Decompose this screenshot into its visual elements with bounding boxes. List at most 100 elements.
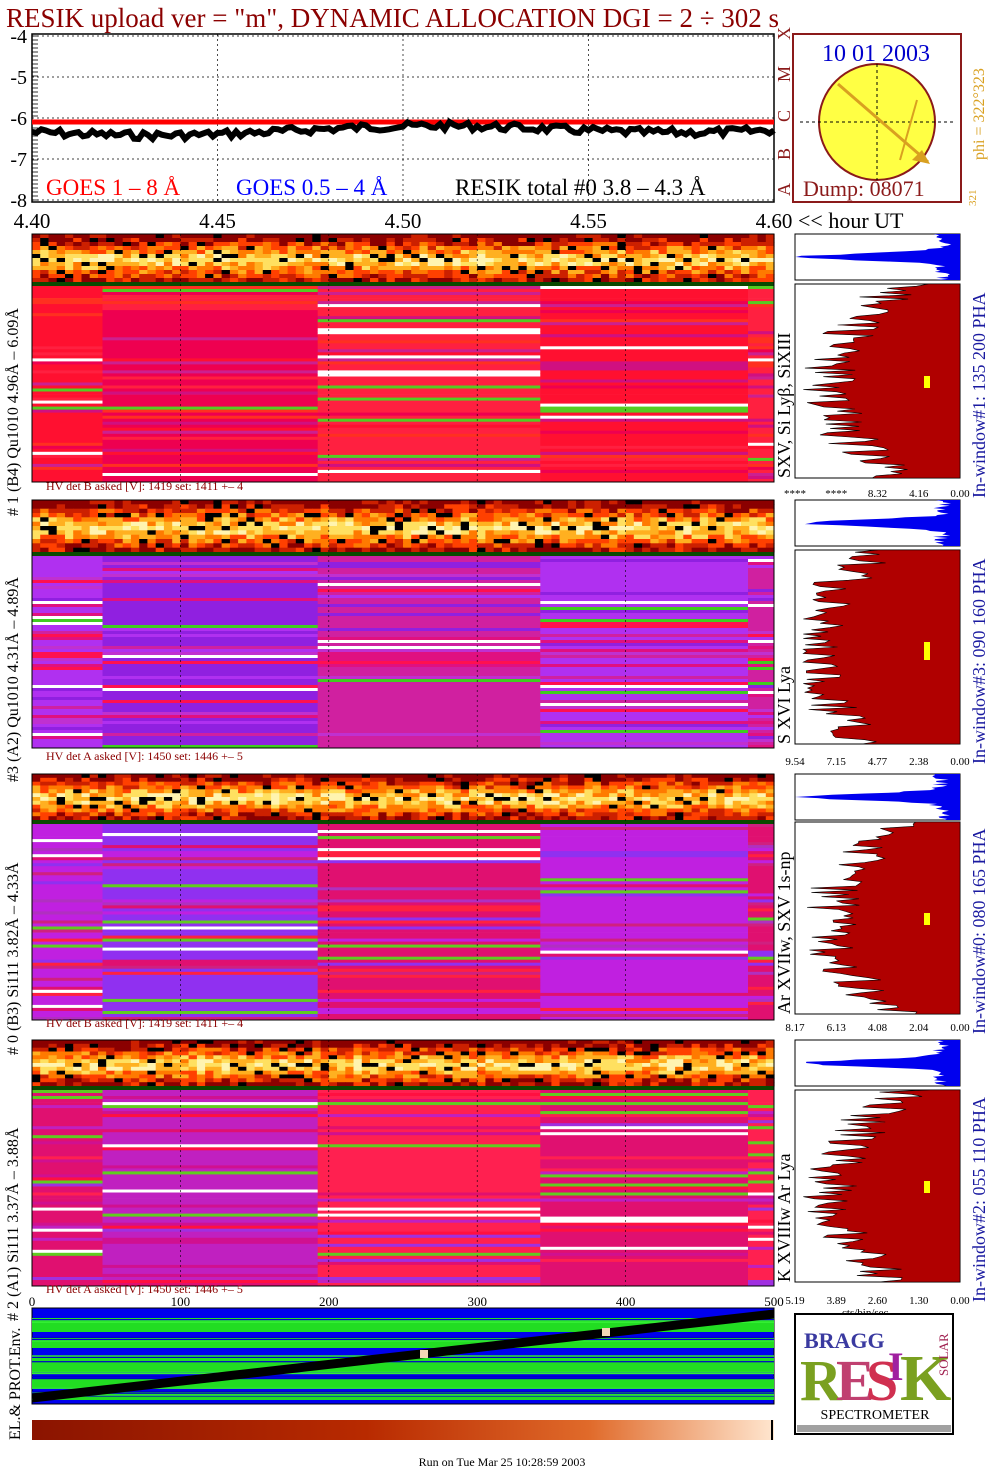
heatmap-cell (642, 521, 651, 527)
heatmap-cell (592, 543, 602, 549)
heatmap-cell (452, 789, 462, 794)
heatmap-cell (139, 774, 148, 779)
heatmap-cell (106, 242, 115, 247)
heatmap-cell (757, 1043, 767, 1049)
heatmap-cell (106, 500, 115, 505)
heatmap-cell (139, 508, 148, 514)
heatmap-cell (48, 238, 58, 243)
heatmap-cell (221, 530, 231, 536)
heatmap-cell (271, 238, 280, 243)
heatmap-cell (567, 804, 577, 809)
spectrogram-row (748, 601, 775, 605)
heatmap-cell (716, 793, 726, 798)
heatmap-cell (262, 270, 272, 275)
spectrogram-row (748, 376, 775, 380)
spectrogram-row (317, 941, 541, 945)
spectrogram-row (32, 727, 103, 731)
spectrogram-row (317, 400, 541, 404)
spectrogram-row (32, 637, 103, 641)
heatmap-cell (658, 513, 668, 518)
heatmap-cell (732, 254, 742, 259)
heatmap-cell (106, 1063, 115, 1068)
spectrogram-row (102, 839, 319, 843)
spectrogram-row (32, 664, 103, 668)
heatmap-cell (287, 266, 297, 271)
heatmap-cell (699, 508, 709, 514)
heatmap-cell (403, 808, 412, 813)
heatmap-cell (271, 262, 280, 267)
heatmap-cell (246, 777, 256, 783)
spectrogram-row (102, 694, 319, 698)
spectrogram-row (317, 875, 541, 879)
heatmap-cell (724, 254, 734, 259)
heatmap-cell (501, 774, 511, 779)
heatmap-cell (534, 1043, 544, 1049)
heatmap-cell (469, 517, 478, 523)
heatmap-cell (666, 521, 676, 527)
heatmap-cell (609, 547, 618, 553)
heatmap-cell (271, 543, 280, 549)
heatmap-cell (40, 254, 49, 259)
heatmap-cell (609, 262, 618, 267)
heatmap-cell (262, 262, 272, 267)
heatmap-cell (419, 800, 429, 806)
spectrogram-row (540, 349, 749, 353)
spectrogram-row (540, 625, 749, 629)
heatmap-cell (287, 534, 297, 540)
heatmap-cell (89, 238, 99, 243)
spectrogram-row (102, 974, 319, 979)
heatmap-cell (600, 278, 610, 283)
heatmap-cell (403, 242, 412, 247)
spectrogram-row (317, 406, 541, 410)
heatmap-cell (320, 508, 330, 514)
heatmap-cell (114, 1043, 124, 1049)
heatmap-cell (411, 804, 420, 809)
heatmap-cell (254, 797, 264, 802)
spectrogram-row (317, 607, 541, 611)
spectrogram-row (32, 292, 103, 296)
heatmap-cell (279, 254, 289, 259)
heatmap-cell (345, 1043, 355, 1049)
heatmap-cell (716, 543, 726, 549)
heatmap-cell (48, 1063, 58, 1068)
heatmap-cell (732, 781, 742, 786)
heatmap-cell (411, 808, 420, 813)
heatmap-cell (485, 797, 495, 802)
spectrogram-row (317, 842, 541, 846)
spectrogram-row (317, 415, 541, 420)
heatmap-cell (716, 781, 726, 786)
channel-frame (31, 773, 775, 1021)
heatmap-cell (526, 534, 536, 540)
heatmap-cell (106, 547, 115, 553)
heatmap-cell (287, 1051, 297, 1056)
heatmap-cell (708, 781, 717, 786)
heatmap-cell (691, 262, 701, 267)
heatmap-cell (320, 521, 330, 527)
heatmap-cell (666, 266, 676, 271)
heatmap-cell (221, 254, 231, 259)
heatmap-cell (328, 800, 338, 806)
spectrogram-row (317, 968, 541, 973)
heatmap-cell (394, 246, 404, 251)
heatmap-cell (122, 777, 132, 783)
spectrogram-row (102, 953, 319, 958)
heatmap-cell (699, 800, 709, 806)
heatmap-cell (592, 1059, 602, 1064)
heatmap-cell (287, 274, 297, 279)
spectrogram-row (32, 830, 103, 834)
heatmap-cell (691, 278, 701, 283)
spectrogram-row (540, 328, 749, 332)
heatmap-cell (452, 816, 462, 821)
heatmap-cell (262, 774, 272, 779)
heatmap-cell (221, 508, 231, 514)
spectrogram-row (540, 367, 749, 371)
spectrogram-row (32, 559, 103, 563)
heatmap-cell (287, 777, 297, 783)
heatmap-cell (724, 785, 734, 790)
heatmap-cell (221, 242, 231, 247)
spectrogram-row (540, 415, 749, 420)
heatmap-cell (559, 800, 569, 806)
heatmap-cell (304, 543, 313, 549)
heatmap-cell (155, 258, 165, 263)
heatmap-cell (130, 1040, 140, 1045)
